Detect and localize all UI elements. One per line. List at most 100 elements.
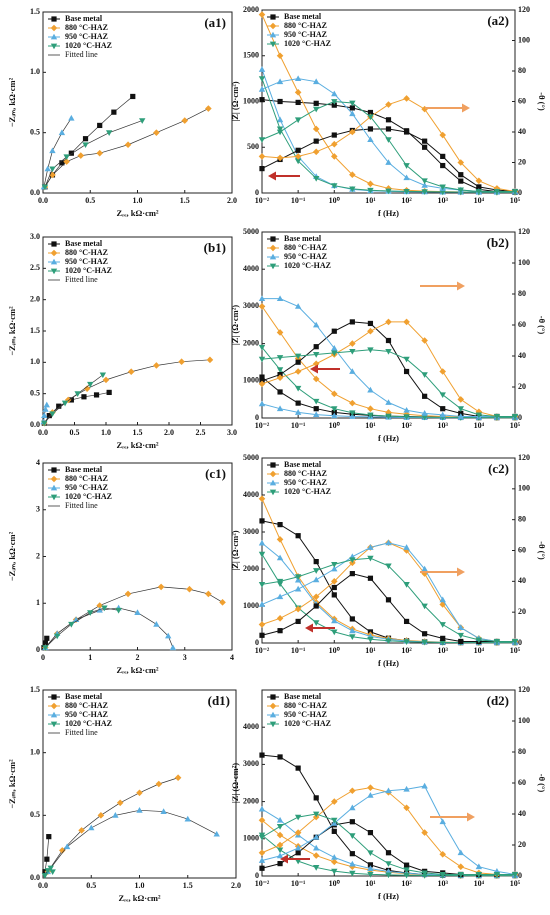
- y-axis-label: −Zᵢₘ, kΩ·cm²: [7, 759, 17, 809]
- y-tick-label: 5000: [243, 227, 259, 236]
- panel-label: (b2): [487, 235, 509, 250]
- x-tick-label: 10⁻²: [255, 196, 270, 205]
- marker: [385, 117, 392, 123]
- series-line: [44, 96, 133, 188]
- marker: [367, 347, 374, 354]
- marker: [139, 118, 146, 124]
- y2-tick-label: 20: [518, 157, 526, 166]
- marker: [63, 158, 70, 165]
- marker: [295, 618, 301, 625]
- x-tick-label: 10⁻²: [255, 421, 270, 430]
- marker: [367, 187, 374, 194]
- marker: [258, 153, 266, 160]
- marker: [136, 807, 143, 813]
- marker: [88, 824, 95, 831]
- legend-label: Fitted line: [65, 501, 98, 510]
- marker: [115, 607, 122, 614]
- marker: [331, 854, 338, 860]
- series-line: [47, 809, 217, 872]
- y-tick-label: 1000: [243, 834, 259, 843]
- x-tick-label: 10⁵: [510, 879, 521, 888]
- y-tick-label: 3000: [243, 301, 259, 310]
- x-tick-label: 10²: [401, 196, 412, 205]
- marker: [331, 102, 337, 108]
- x-axis-label: Zᵣₑ, kΩ·cm²: [116, 440, 159, 450]
- marker: [295, 359, 301, 365]
- legend-marker: [50, 33, 58, 40]
- y2-tick-label: 80: [518, 66, 526, 75]
- x-tick-label: 10⁴: [474, 421, 485, 430]
- x-tick-label: 10²: [401, 646, 412, 655]
- marker: [259, 374, 265, 380]
- marker: [101, 605, 108, 612]
- y-axis-label: −Zᵢₘ, kΩ·cm²: [7, 531, 17, 581]
- marker: [63, 154, 70, 161]
- marker: [475, 408, 483, 416]
- marker: [259, 632, 265, 638]
- marker: [276, 367, 284, 373]
- marker: [367, 327, 374, 335]
- marker: [258, 303, 266, 310]
- y-tick-label: 2.0: [30, 294, 40, 303]
- legend-marker: [50, 268, 58, 275]
- marker: [349, 557, 356, 564]
- marker: [313, 398, 320, 405]
- marker: [276, 154, 284, 162]
- marker: [58, 129, 66, 136]
- marker: [219, 599, 226, 606]
- marker: [349, 833, 356, 839]
- marker: [44, 856, 50, 862]
- y2-tick-label: 60: [518, 545, 526, 554]
- marker: [81, 394, 87, 400]
- x-tick-label: 10⁻¹: [291, 879, 306, 888]
- x-tick-label: 1.0: [135, 881, 145, 890]
- marker: [276, 129, 284, 136]
- marker: [59, 160, 65, 166]
- marker: [493, 414, 501, 420]
- marker: [403, 318, 410, 326]
- marker: [439, 872, 446, 878]
- y2-tick-label: 40: [518, 576, 526, 585]
- marker: [105, 130, 113, 136]
- marker: [178, 358, 185, 366]
- marker: [53, 633, 61, 640]
- marker: [160, 808, 167, 814]
- marker: [258, 551, 266, 558]
- marker: [330, 153, 338, 160]
- marker: [97, 812, 105, 819]
- marker: [61, 400, 69, 407]
- marker: [96, 149, 103, 157]
- marker: [276, 405, 284, 412]
- x-tick-label: 0.5: [70, 428, 80, 437]
- x-tick-label: 1.5: [133, 428, 143, 437]
- marker: [155, 780, 163, 788]
- marker: [403, 129, 410, 135]
- marker: [457, 396, 465, 403]
- x-tick-label: 2.0: [231, 881, 241, 890]
- marker: [295, 147, 301, 153]
- marker: [276, 295, 284, 302]
- marker: [331, 183, 338, 189]
- marker: [258, 539, 266, 546]
- marker: [421, 337, 428, 344]
- marker: [367, 784, 374, 791]
- legend-label: 880 °C-HAZ: [65, 474, 108, 483]
- y2-tick-label: 0: [518, 638, 522, 647]
- marker: [44, 868, 52, 874]
- marker: [258, 137, 266, 143]
- x-tick-label: 0: [41, 653, 45, 662]
- marker: [421, 603, 428, 610]
- marker: [458, 638, 464, 645]
- panel-label: (a2): [487, 13, 509, 28]
- marker: [349, 399, 356, 407]
- marker: [349, 787, 356, 795]
- marker: [74, 391, 81, 397]
- legend-label: 1020 °C-HAZ: [284, 261, 331, 270]
- marker: [367, 555, 374, 562]
- marker: [68, 621, 75, 628]
- marker: [277, 754, 283, 760]
- marker: [349, 616, 355, 622]
- x-tick-label: 10¹: [365, 196, 376, 205]
- marker: [97, 122, 103, 129]
- marker: [258, 66, 266, 72]
